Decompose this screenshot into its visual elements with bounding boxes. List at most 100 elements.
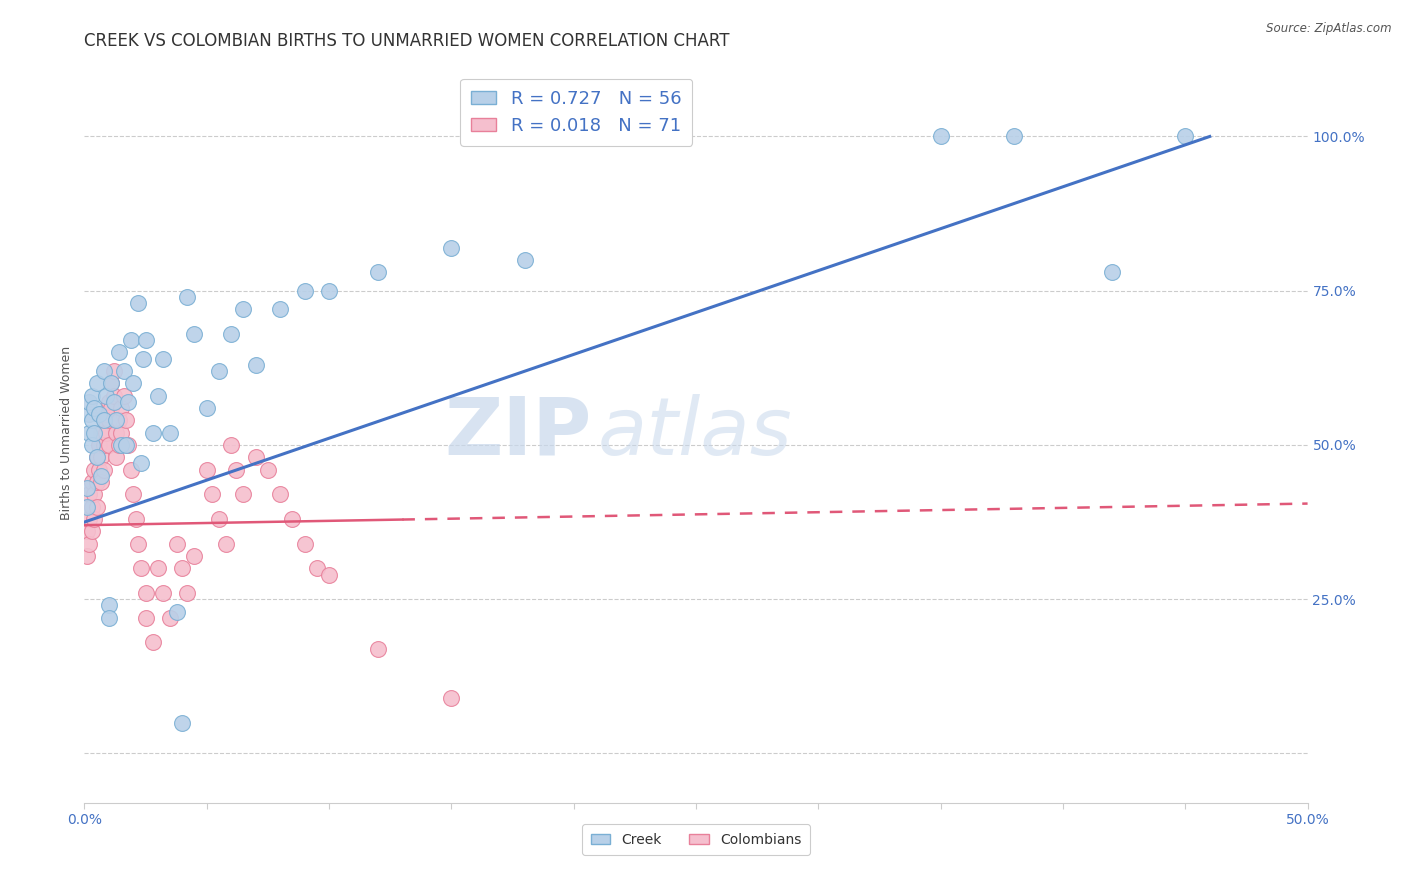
Point (183, 549, 205, 563)
Point (117, 438, 139, 452)
Point (97, 599, 120, 613)
Point (93, 413, 115, 427)
Point (103, 394, 125, 409)
Point (83, 512, 105, 526)
Point (195, 401, 218, 415)
Point (107, 345, 129, 359)
Point (1002, 129, 1025, 144)
Point (76, 500, 98, 514)
Legend: Creek, Colombians: Creek, Colombians (582, 824, 810, 855)
Point (127, 536, 149, 550)
Point (80, 389, 103, 403)
Point (513, 252, 536, 267)
Point (219, 438, 242, 452)
Point (115, 438, 138, 452)
Point (80, 524, 103, 539)
Point (318, 284, 340, 298)
Point (83, 425, 105, 440)
Point (117, 394, 139, 409)
Point (110, 438, 132, 452)
Point (135, 586, 157, 600)
Point (183, 326, 205, 341)
Point (1101, 265, 1123, 279)
Point (105, 450, 128, 465)
Point (87, 407, 110, 421)
Point (107, 438, 129, 452)
Point (90, 450, 112, 465)
Point (77, 407, 100, 421)
Point (112, 364, 135, 378)
Point (208, 512, 231, 526)
Point (135, 333, 157, 347)
Point (115, 413, 138, 427)
Point (166, 605, 188, 619)
Point (93, 438, 115, 452)
Point (105, 425, 128, 440)
Point (232, 302, 254, 317)
Point (132, 351, 155, 366)
Point (77, 536, 100, 550)
Point (93, 364, 115, 378)
Point (125, 512, 148, 526)
Point (152, 586, 174, 600)
Point (367, 641, 389, 656)
Point (77, 425, 100, 440)
Point (440, 690, 463, 705)
Point (122, 487, 145, 501)
Point (77, 512, 100, 526)
Point (281, 512, 304, 526)
Point (80, 500, 103, 514)
Point (90, 425, 112, 440)
Point (146, 389, 169, 403)
Point (76, 549, 98, 563)
Point (318, 567, 340, 582)
Point (110, 425, 132, 440)
Point (257, 462, 280, 476)
Point (83, 401, 105, 415)
Point (219, 326, 242, 341)
Point (96, 407, 118, 421)
Point (225, 462, 247, 476)
Point (112, 389, 135, 403)
Point (86, 450, 108, 465)
Point (127, 296, 149, 310)
Point (200, 487, 222, 501)
Point (294, 536, 316, 550)
Point (208, 364, 231, 378)
Point (86, 500, 108, 514)
Point (142, 425, 165, 440)
Point (135, 611, 157, 625)
Point (86, 376, 108, 391)
Point (294, 284, 316, 298)
Text: ZIP: ZIP (444, 393, 592, 472)
Point (80, 475, 103, 489)
Point (97, 413, 120, 427)
Point (103, 389, 125, 403)
Text: CREEK VS COLOMBIAN BIRTHS TO UNMARRIED WOMEN CORRELATION CHART: CREEK VS COLOMBIAN BIRTHS TO UNMARRIED W… (84, 32, 730, 50)
Point (86, 450, 108, 465)
Point (305, 561, 328, 575)
Point (80, 413, 103, 427)
Point (159, 425, 181, 440)
Point (232, 487, 254, 501)
Point (97, 394, 120, 409)
Point (100, 376, 122, 391)
Point (97, 611, 120, 625)
Point (146, 561, 169, 575)
Text: atlas: atlas (598, 393, 793, 472)
Point (83, 487, 105, 501)
Point (107, 413, 129, 427)
Point (172, 561, 194, 575)
Point (110, 401, 132, 415)
Point (77, 394, 100, 409)
Point (195, 462, 218, 476)
Point (103, 364, 125, 378)
Point (176, 586, 198, 600)
Point (96, 389, 118, 403)
Point (159, 611, 181, 625)
Point (245, 358, 267, 372)
Point (245, 450, 267, 465)
Point (929, 129, 952, 144)
Point (76, 524, 98, 539)
Point (172, 715, 194, 730)
